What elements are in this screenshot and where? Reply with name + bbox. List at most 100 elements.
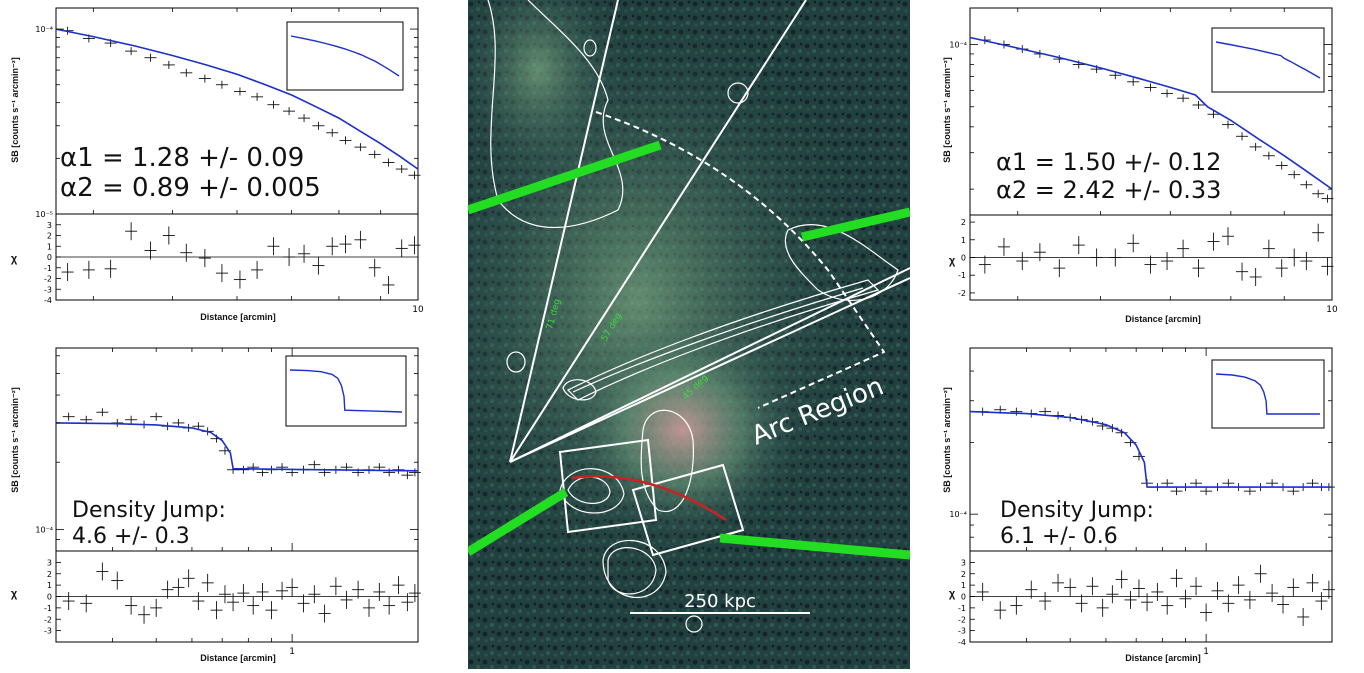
residual-point — [227, 593, 240, 612]
contour-filament-1 — [566, 279, 880, 401]
residual-tick-label: 2 — [961, 218, 966, 227]
inset-model-line — [289, 369, 403, 413]
residual-point — [1222, 594, 1235, 613]
residual-point — [1053, 259, 1066, 278]
data-point — [125, 415, 138, 424]
residual-point — [1200, 603, 1213, 622]
data-point — [237, 465, 250, 474]
data-point — [1222, 479, 1235, 488]
residual-tick-label: -1 — [958, 604, 966, 613]
residual-tick-label: -4 — [44, 296, 52, 305]
contour-blob-south-2 — [602, 539, 667, 598]
residual-point — [354, 230, 367, 249]
data-point — [1321, 194, 1334, 203]
residual-point — [201, 573, 214, 592]
residual-point — [192, 592, 205, 611]
y-axis-title: SB [counts s⁻¹ arcmin⁻²] — [942, 57, 952, 163]
residual-point — [198, 249, 211, 268]
data-point — [1236, 132, 1249, 141]
residual-tick-label: -1 — [44, 604, 52, 613]
data-point — [298, 114, 311, 123]
y-axis-title: SB [counts s⁻¹ arcmin⁻²] — [10, 387, 20, 493]
data-point — [1161, 89, 1174, 98]
x-axis-title: Distance [arcmin] — [200, 653, 276, 663]
contour-north-plume — [487, 0, 624, 228]
pointer-to-top-left — [466, 140, 662, 215]
data-point — [395, 165, 408, 174]
data-point — [1161, 479, 1174, 488]
data-point — [172, 418, 185, 427]
emission-glow-north — [448, 0, 628, 190]
data-point — [1300, 180, 1313, 189]
sector-line-2 — [509, 0, 807, 463]
residual-tick-label: -1 — [958, 271, 966, 280]
residual-point — [329, 577, 342, 596]
residual-point — [1170, 569, 1183, 588]
profile-panel-bottom-right: 1 10⁻⁴ -4 -3 -2 -1 0 1 2 3 Density Jump: 6.1 +/- … — [910, 340, 1364, 669]
x-axis-title: Distance [arcmin] — [200, 312, 276, 322]
residual-point — [1221, 227, 1234, 246]
residual-point — [1232, 576, 1245, 595]
residual-axis-title: χ — [949, 588, 956, 600]
residual-tick-label: 1 — [961, 236, 966, 245]
residual-point — [1127, 234, 1140, 253]
residual-point — [1132, 579, 1145, 598]
residual-point — [326, 237, 339, 256]
residual-tick-label: 2 — [47, 570, 52, 579]
y-axis-title: SB [counts s⁻¹ arcmin⁻²] — [10, 57, 20, 163]
data-point — [1306, 479, 1319, 488]
data-point — [1288, 170, 1301, 179]
scale-bar-label: 250 kpc — [684, 591, 756, 612]
data-point — [198, 74, 211, 83]
residual-tick-label: 3 — [47, 558, 52, 567]
residual-point — [1124, 590, 1137, 609]
residual-point — [80, 594, 93, 613]
residual-point — [150, 598, 163, 617]
data-point — [233, 87, 246, 96]
residual-point — [61, 263, 74, 282]
residual-point — [976, 582, 989, 601]
residual-tick-label: 0 — [961, 593, 966, 602]
inset-model-line — [1215, 41, 1321, 79]
residual-point — [382, 275, 395, 294]
data-point — [308, 460, 321, 469]
annotation-line-2: α2 = 0.89 +/- 0.005 — [60, 173, 321, 203]
annotation-line-1: α1 = 1.28 +/- 0.09 — [60, 143, 304, 173]
contour-point-3 — [685, 615, 703, 633]
data-point — [382, 158, 395, 167]
xray-map-panel: 71 deg 57 deg 45 deg Arc Region 250 kpc — [398, 0, 912, 669]
residual-point — [1115, 570, 1128, 589]
residual-point — [1277, 595, 1290, 614]
x-tick-label: 1 — [1203, 647, 1209, 657]
residual-point — [408, 236, 421, 255]
residual-point — [286, 578, 299, 597]
y-tick-label: 10⁻⁴ — [949, 510, 967, 519]
data-point — [1262, 151, 1275, 160]
residual-point — [1161, 252, 1174, 271]
residual-point — [1075, 594, 1088, 613]
residual-tick-label: 3 — [47, 221, 52, 230]
sector-line-3 — [509, 277, 911, 463]
residual-point — [96, 562, 109, 581]
annotation-line-1: Density Jump: — [1000, 498, 1154, 523]
residual-point — [1287, 578, 1300, 597]
residual-point — [125, 596, 138, 615]
emission-glow-core — [563, 320, 803, 540]
contour-point-2 — [506, 351, 526, 373]
residual-point — [1052, 573, 1065, 592]
residual-tick-label: -2 — [44, 615, 52, 624]
data-point — [1039, 407, 1052, 416]
data-point — [326, 128, 339, 137]
residual-point — [125, 222, 138, 241]
residual-point — [1096, 598, 1109, 617]
data-point — [312, 121, 325, 130]
residual-point — [339, 235, 352, 254]
region-box-2 — [631, 463, 745, 557]
residual-point — [251, 260, 264, 279]
residual-point — [1266, 584, 1279, 603]
residual-point — [1297, 607, 1310, 626]
sector-line-1 — [509, 0, 619, 463]
inset-frame — [1211, 27, 1325, 93]
residual-point — [218, 585, 231, 604]
residual-point — [172, 578, 185, 597]
